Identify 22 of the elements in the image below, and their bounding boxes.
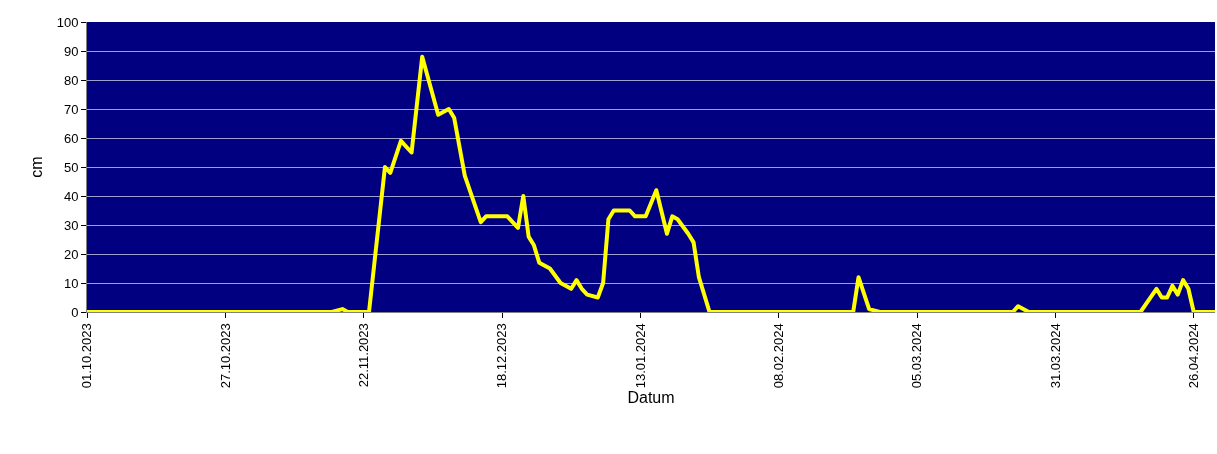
y-tick-label: 50 [63, 159, 79, 175]
y-tick-label: 70 [63, 101, 79, 117]
x-tick-label: 22.11.2023 [355, 323, 371, 388]
y-tick-label: 0 [71, 304, 79, 320]
y-tick-label: 60 [63, 130, 79, 146]
y-axis-title: cm [27, 156, 45, 178]
y-tick-label: 30 [63, 217, 79, 233]
x-tick-label: 13.01.2024 [632, 323, 648, 389]
x-tick-label: 01.10.2023 [79, 323, 95, 389]
y-tick-label: 90 [63, 43, 79, 59]
x-tick-label: 26.04.2024 [1185, 323, 1201, 389]
x-tick-label: 08.02.2024 [770, 323, 786, 389]
x-tick-label: 27.10.2023 [217, 323, 233, 389]
y-tick-label: 20 [63, 246, 79, 262]
x-tick-label: 05.03.2024 [909, 323, 925, 389]
y-tick-label: 80 [63, 72, 79, 88]
x-axis-title: Datum [627, 388, 675, 406]
y-tick-label: 100 [56, 14, 79, 30]
x-tick-label: 18.12.2023 [494, 323, 510, 389]
x-tick-label: 31.03.2024 [1047, 323, 1063, 389]
y-tick-label: 10 [63, 275, 79, 291]
y-tick-label: 40 [63, 188, 79, 204]
